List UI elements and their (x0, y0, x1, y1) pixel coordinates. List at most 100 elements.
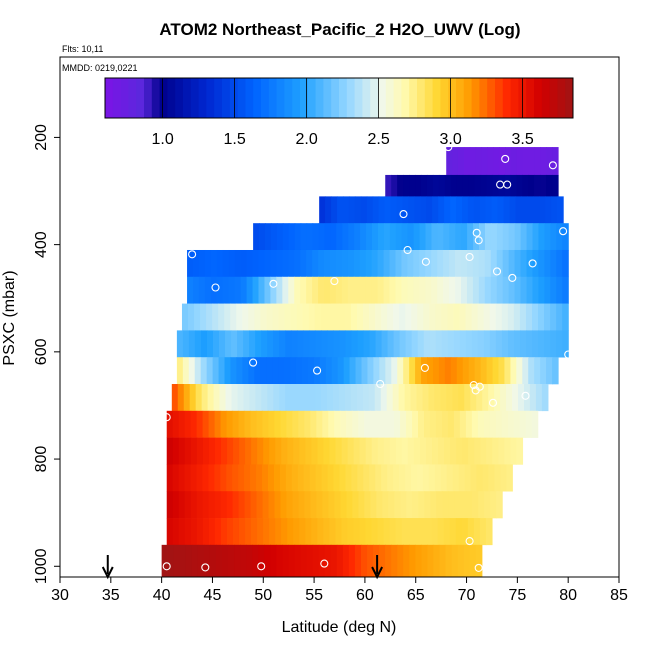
band-10-cell (501, 410, 509, 438)
band-8-cell (242, 357, 249, 385)
band-12-cell (184, 464, 192, 492)
band-12-cell (321, 464, 329, 492)
band-14-cell (347, 518, 355, 546)
band-5-cell (413, 276, 420, 304)
band-9-cell (470, 384, 477, 412)
band-7-cell (194, 330, 202, 358)
band-12-cell (250, 464, 257, 492)
band-13-cell (172, 491, 180, 519)
band-14-cell (275, 518, 282, 546)
band-15-cell (403, 544, 410, 578)
band-11-cell (208, 437, 216, 465)
band-2-cell (539, 196, 546, 224)
band-7-cell (441, 330, 449, 358)
band-4-cell (306, 249, 313, 278)
band-11-cell (239, 437, 246, 465)
sample-point (313, 366, 322, 375)
band-12-cell (214, 464, 221, 492)
band-10-cell (244, 410, 252, 438)
sample-point (559, 227, 568, 236)
band-0-cell (452, 147, 459, 176)
band-12-cell (303, 464, 311, 492)
band-5-cell (550, 276, 557, 304)
band-8-cell (230, 357, 238, 385)
band-10-cell (232, 410, 240, 438)
sample-point (444, 143, 453, 152)
chart-title: ATOM2 Northeast_Pacific_2 H2O_UWV (Log) (159, 20, 520, 39)
band-3-cell (270, 223, 278, 251)
band-6-cell (556, 303, 563, 331)
band-2-cell (390, 196, 398, 224)
band-13-cell (226, 491, 234, 519)
band-14-cell (263, 518, 270, 546)
band-4-cell (449, 249, 456, 278)
band-13-cell (274, 491, 282, 519)
band-9-cell (482, 384, 489, 412)
band-5-cell (365, 276, 373, 304)
band-13-cell (412, 491, 419, 519)
x-tick-label: 50 (254, 587, 272, 604)
band-8-cell (522, 357, 529, 385)
band-1-cell (498, 174, 505, 197)
band-0-cell (510, 147, 518, 176)
band-14-cell (269, 518, 276, 546)
band-6-cell (375, 303, 382, 331)
band-7-cell (339, 330, 347, 358)
band-14-cell (305, 518, 312, 546)
band-2-cell (432, 196, 439, 224)
band-10-cell (184, 410, 192, 438)
heatmap-bands (161, 147, 569, 578)
band-3-cell (413, 223, 421, 251)
band-5-cell (419, 276, 426, 304)
band-11-cell (166, 437, 174, 465)
colorbar-segment (175, 78, 184, 118)
colorbar-segment (432, 78, 441, 118)
band-1-cell (516, 174, 523, 197)
band-6-cell (441, 303, 449, 331)
band-13-cell (424, 491, 431, 519)
band-7-cell (381, 330, 389, 358)
band-7-cell (267, 330, 274, 358)
band-6-cell (200, 303, 207, 331)
band-9-cell (541, 384, 549, 412)
band-9-cell (350, 384, 358, 412)
band-4-cell (562, 249, 569, 278)
band-9-cell (189, 384, 197, 412)
band-3-cell (282, 223, 290, 251)
band-10-cell (328, 410, 335, 438)
colorbar-segment (362, 78, 371, 118)
band-15-cell (258, 544, 265, 578)
band-6-cell (387, 303, 394, 331)
band-2-cell (331, 196, 338, 224)
band-8-cell (492, 357, 500, 385)
band-5-cell (538, 276, 545, 304)
band-11-cell (220, 437, 228, 465)
band-5-cell (234, 276, 242, 304)
sample-point (474, 563, 483, 572)
x-tick-label: 85 (610, 587, 628, 604)
band-12-cell (333, 464, 341, 492)
band-5-cell (431, 276, 438, 304)
band-10-cell (459, 410, 467, 438)
band-6-cell (236, 303, 243, 331)
band-11-cell (359, 437, 367, 465)
band-8-cell (236, 357, 243, 385)
band-12-cell (476, 464, 484, 492)
band-11-cell (190, 437, 198, 465)
band-15-cell (451, 544, 459, 578)
band-1-cell (397, 174, 404, 197)
band-2-cell (467, 196, 475, 224)
band-1-cell (474, 174, 482, 197)
band-1-cell (391, 174, 398, 197)
band-6-cell (531, 303, 539, 331)
band-0-cell (493, 147, 500, 176)
band-11-cell (317, 437, 325, 465)
band-12-cell (488, 464, 496, 492)
band-11-cell (299, 437, 306, 465)
colorbar-segment (409, 78, 418, 118)
band-10-cell (429, 410, 437, 438)
band-11-cell (311, 437, 319, 465)
band-7-cell (369, 330, 377, 358)
band-3-cell (484, 223, 492, 251)
band-5-cell (193, 276, 200, 304)
